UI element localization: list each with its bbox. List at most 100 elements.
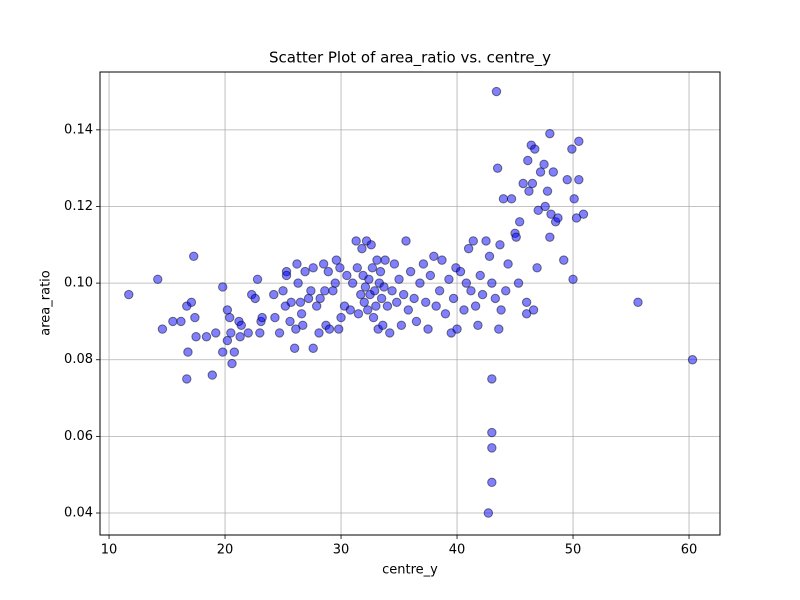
scatter-point <box>545 128 555 139</box>
scatter-point <box>211 328 221 338</box>
y-tick-label: 0.12 <box>64 199 93 214</box>
scatter-point <box>487 374 497 384</box>
scatter-point <box>495 240 505 250</box>
scatter-point <box>481 236 491 246</box>
scatter-point <box>335 263 345 273</box>
scatter-point <box>487 443 497 453</box>
scatter-point <box>521 297 532 307</box>
scatter-point <box>334 324 344 334</box>
scatter-point <box>569 194 579 204</box>
scatter-point <box>394 274 404 284</box>
scatter-point <box>415 278 425 288</box>
scatter-point <box>371 301 381 311</box>
scatter-point <box>405 266 416 277</box>
scatter-point <box>459 305 469 315</box>
scatter-point <box>535 167 546 177</box>
scatter-point <box>368 312 379 323</box>
scatter-point <box>533 205 543 216</box>
scatter-point <box>308 263 318 273</box>
x-tick-label: 20 <box>217 543 234 558</box>
scatter-point <box>492 163 503 173</box>
scatter-point <box>375 266 386 277</box>
scatter-point <box>295 297 306 307</box>
scatter-point <box>222 335 233 346</box>
scatter-point <box>168 316 178 327</box>
scatter-point <box>385 328 395 338</box>
scatter-point <box>292 259 302 269</box>
plot-frame <box>99 71 721 536</box>
scatter-point <box>487 278 497 288</box>
scatter-point <box>296 309 307 319</box>
scatter-point <box>347 278 358 288</box>
scatter-point <box>380 255 390 265</box>
scatter-point <box>306 286 316 296</box>
scatter-point <box>434 286 445 296</box>
scatter-point <box>444 274 454 284</box>
scatter-point <box>235 332 245 342</box>
scatter-point <box>153 274 163 284</box>
scatter-point <box>278 286 288 296</box>
x-tick-label: 10 <box>101 543 118 558</box>
scatter-point <box>562 174 572 185</box>
scatter-point <box>418 259 429 269</box>
scatter-point <box>227 358 237 369</box>
scatter-point <box>303 293 314 304</box>
scatter-point <box>176 316 186 327</box>
scatter-point <box>182 374 192 384</box>
scatter-point <box>468 236 478 246</box>
scatter-point <box>331 255 342 265</box>
scatter-point <box>527 178 538 189</box>
scatter-point <box>320 286 330 296</box>
scatter-point <box>542 186 553 196</box>
scatter-point <box>364 274 374 284</box>
scatter-point <box>274 328 285 338</box>
scatter-point <box>546 209 556 219</box>
scatter-point <box>323 266 333 277</box>
scatter-point <box>532 263 542 273</box>
scatter-point <box>545 232 555 242</box>
scatter-point <box>484 251 495 261</box>
y-tick-label: 0.08 <box>64 352 93 367</box>
scatter-point <box>475 270 485 281</box>
scatter-point <box>398 289 409 300</box>
scatter-point <box>342 270 352 281</box>
scatter-point <box>396 320 407 330</box>
chart-title: Scatter Plot of area_ratio vs. centre_y <box>269 49 551 68</box>
axes: 10 20 30 40 50 60 0.04 0.06 0.08 0.10 0.12 0.14 <box>64 122 697 557</box>
scatter-point <box>336 312 346 323</box>
scatter-point <box>236 320 246 330</box>
scatter-point <box>324 324 335 334</box>
scatter-point <box>372 255 382 265</box>
scatter-point <box>506 194 517 204</box>
scatter-point <box>403 305 414 315</box>
scatter-point <box>330 278 340 288</box>
scatter-point <box>369 286 380 296</box>
scatter-point <box>463 243 474 254</box>
scatter-point <box>452 324 462 334</box>
scatter-point <box>455 266 466 277</box>
scatter-point <box>421 297 431 307</box>
x-tick-label: 60 <box>681 543 698 558</box>
scatter-point <box>511 232 521 242</box>
scatter-point <box>201 332 212 342</box>
scatter-point <box>366 240 376 250</box>
scatter-point <box>687 355 698 365</box>
scatter-point <box>521 309 532 319</box>
scatter-point <box>487 477 497 488</box>
scatter-point <box>514 217 525 227</box>
scatter-point <box>318 259 329 269</box>
scatter-point <box>218 347 228 357</box>
scatter-point <box>448 293 459 304</box>
scatter-point <box>226 328 236 338</box>
points <box>124 86 698 518</box>
scatter-point <box>571 213 582 223</box>
x-axis-label: centre_y <box>382 563 438 578</box>
scatter-point <box>189 251 199 261</box>
scatter-point <box>466 286 476 296</box>
scatter-point <box>461 278 472 288</box>
scatter-point <box>298 320 308 330</box>
scatter-point <box>270 312 280 323</box>
scatter-point <box>633 297 643 307</box>
scatter-point <box>567 144 577 154</box>
scatter-point <box>528 305 539 315</box>
